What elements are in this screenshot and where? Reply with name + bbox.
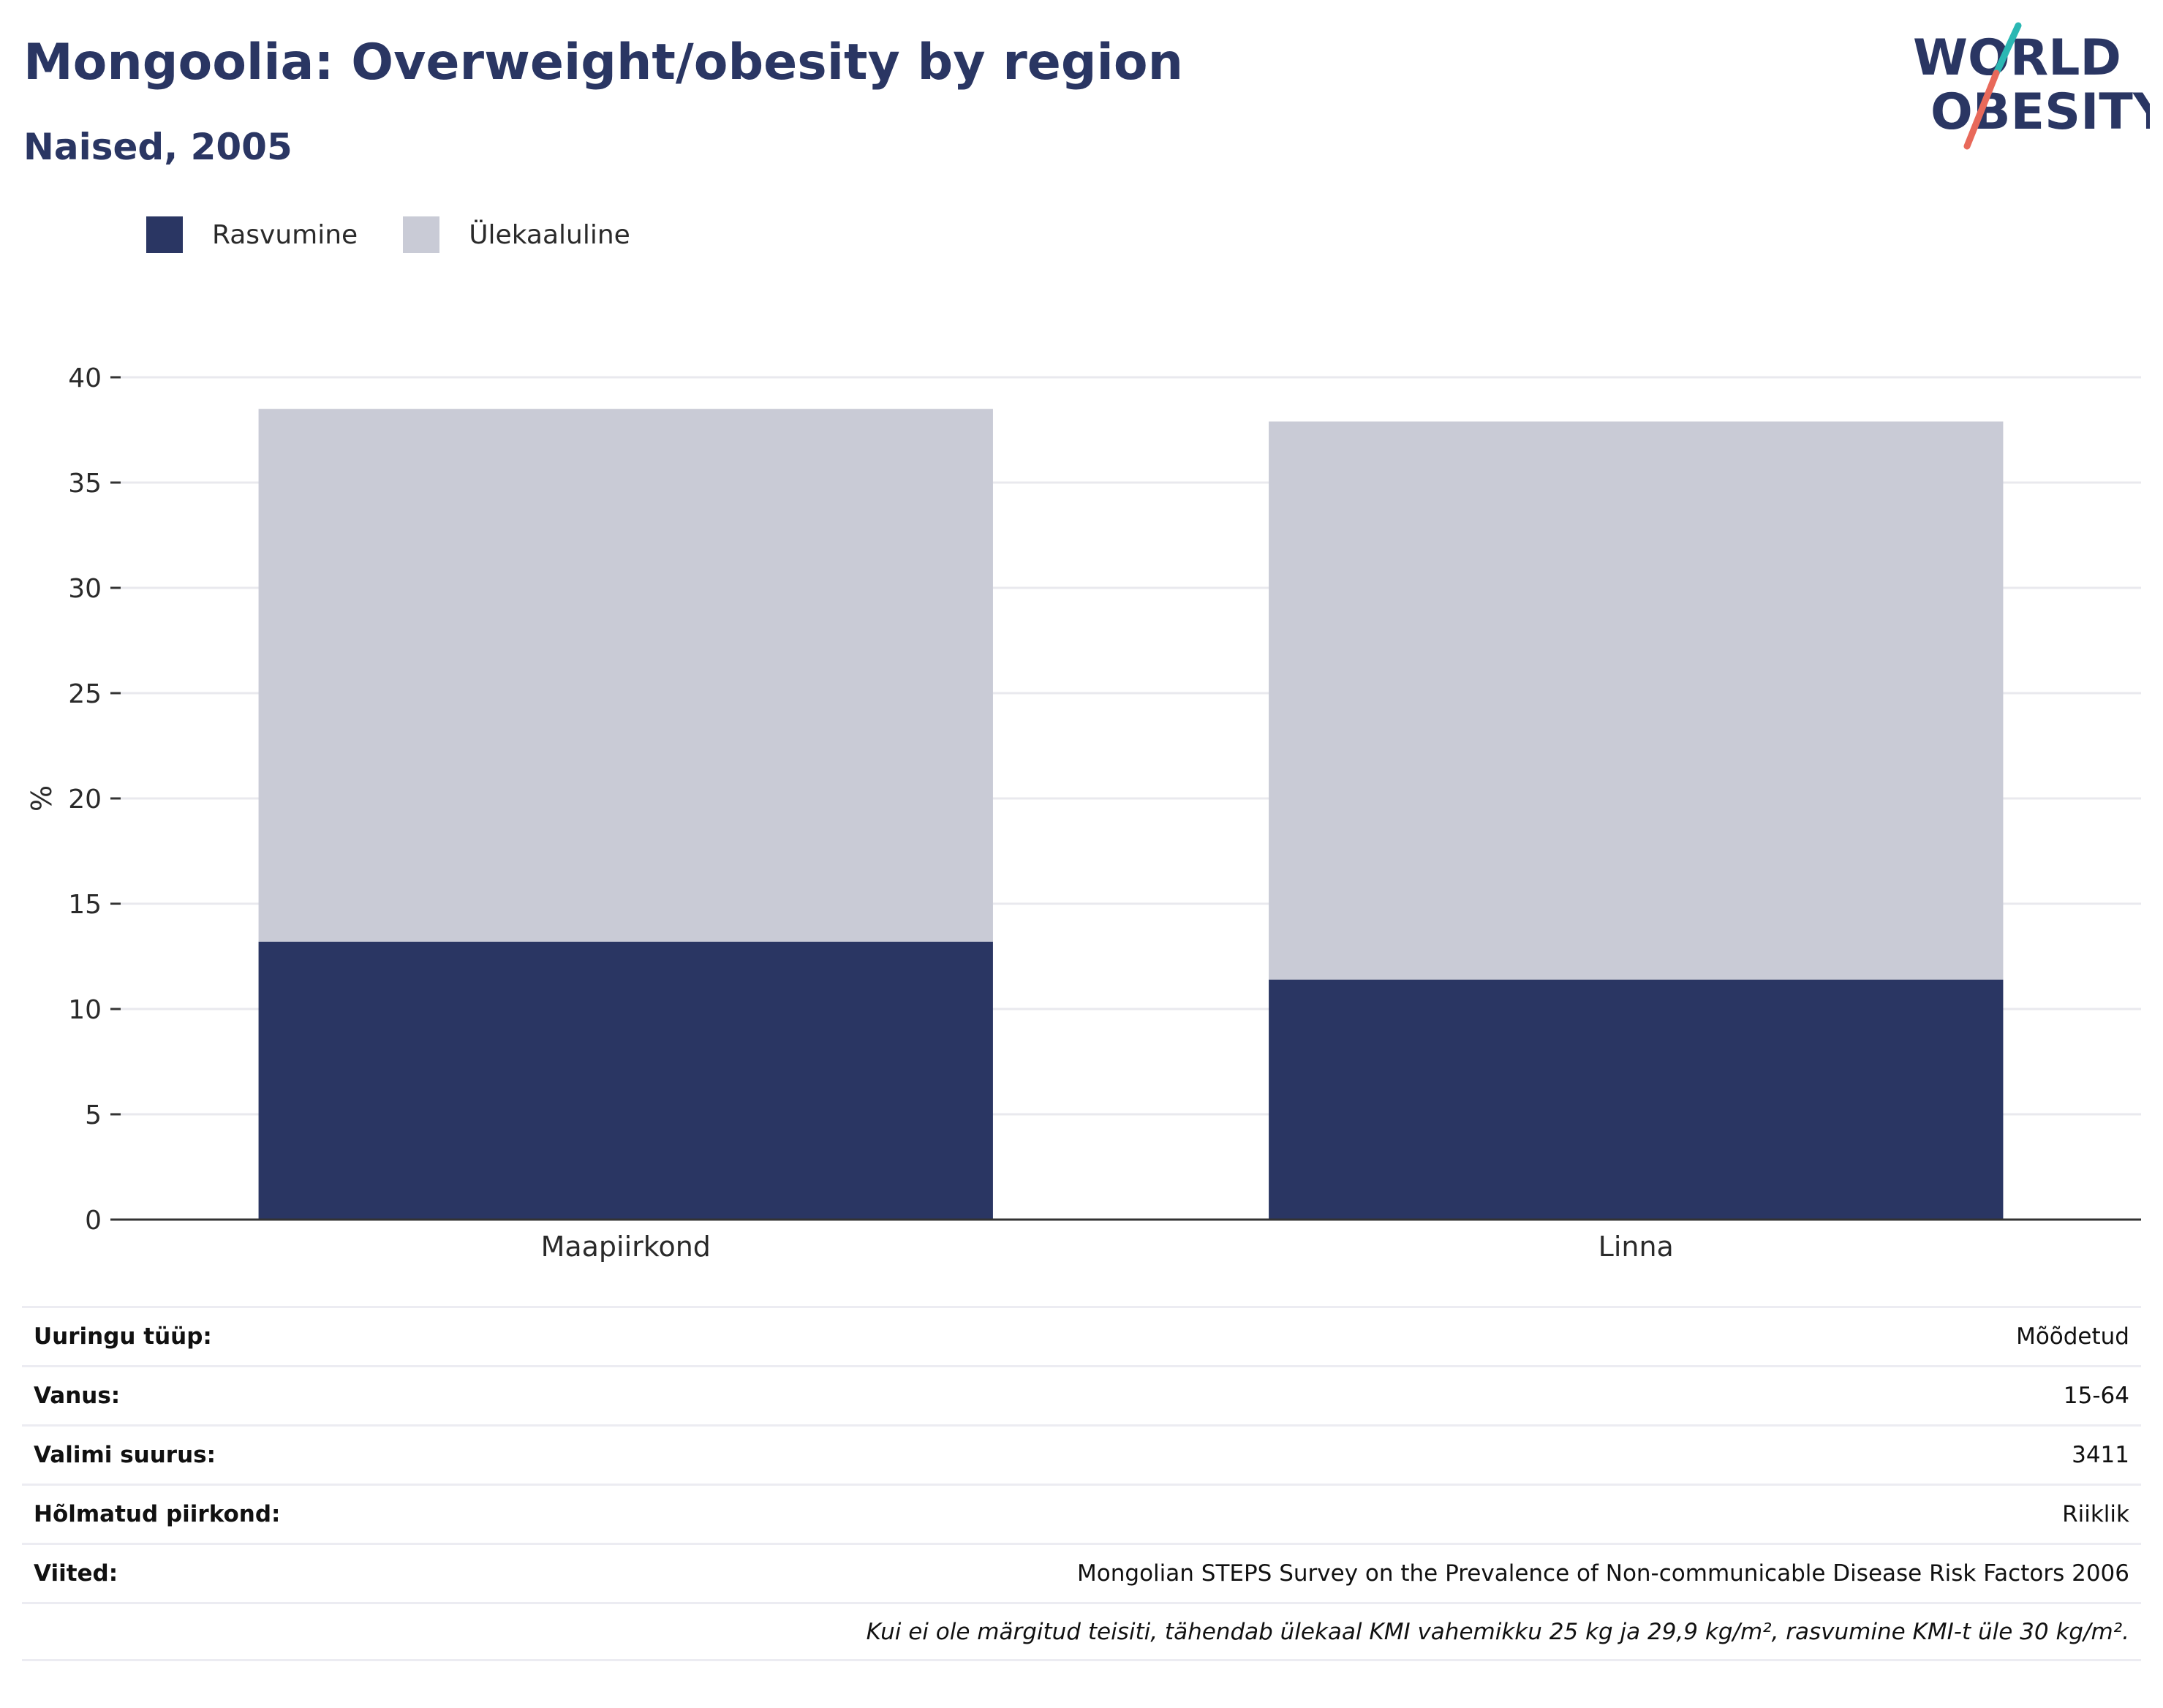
meta-value: Mongolian STEPS Survey on the Prevalence… bbox=[1077, 1560, 2129, 1587]
legend-item-overweight[interactable]: Ülekaaluline bbox=[403, 216, 630, 253]
legend-swatch-overweight bbox=[403, 216, 440, 253]
meta-value: Mõõdetud bbox=[2016, 1323, 2129, 1350]
y-tick-label: 0 bbox=[85, 1206, 102, 1236]
meta-note: Kui ei ole märgitud teisiti, tähendab ül… bbox=[866, 1618, 2129, 1645]
meta-value: 15-64 bbox=[2063, 1383, 2129, 1409]
bar-linna-overweight bbox=[1269, 421, 2004, 980]
y-tick-label: 15 bbox=[68, 890, 102, 920]
logo-word-world: WORLD bbox=[1913, 29, 2121, 87]
meta-value: 3411 bbox=[2072, 1442, 2129, 1468]
logo-word-obesity: OBESITY bbox=[1930, 83, 2150, 141]
metadata-table: Uuringu tüüp: Mõõdetud Vanus: 15-64 Vali… bbox=[22, 1306, 2141, 1661]
legend-item-obesity[interactable]: Rasvumine bbox=[146, 216, 358, 253]
world-obesity-logo: WORLD OBESITY bbox=[1913, 22, 2150, 150]
logo-slash-bottom bbox=[1963, 69, 2000, 150]
bar-chart: 0 5 10 15 20 25 30 35 40% Maapiirkond Linna bbox=[26, 363, 2141, 1263]
bar-maapiirkond-obesity bbox=[258, 941, 993, 1220]
meta-row-age: Vanus: 15-64 bbox=[22, 1365, 2141, 1424]
y-tick-label: 25 bbox=[68, 679, 102, 709]
bar-linna-obesity bbox=[1269, 979, 2004, 1220]
y-tick-label: 5 bbox=[85, 1100, 102, 1130]
meta-row-survey-type: Uuringu tüüp: Mõõdetud bbox=[22, 1306, 2141, 1365]
meta-value: Riiklik bbox=[2062, 1501, 2129, 1527]
y-tick-label: 35 bbox=[68, 469, 102, 499]
chart-title: Mongoolia: Overweight/obesity by region bbox=[23, 34, 1183, 91]
legend-label-obesity: Rasvumine bbox=[212, 219, 358, 250]
meta-row-sample-size: Valimi suurus: 3411 bbox=[22, 1424, 2141, 1484]
x-tick-label: Linna bbox=[1598, 1231, 1674, 1263]
meta-label: Viited: bbox=[34, 1560, 118, 1587]
x-tick-label: Maapiirkond bbox=[541, 1231, 711, 1263]
meta-label: Vanus: bbox=[34, 1383, 121, 1409]
meta-label: Valimi suurus: bbox=[34, 1442, 216, 1468]
legend-label-overweight: Ülekaaluline bbox=[469, 219, 630, 250]
legend-swatch-obesity bbox=[146, 216, 183, 253]
meta-label: Hõlmatud piirkond: bbox=[34, 1501, 281, 1527]
meta-row-references: Viited: Mongolian STEPS Survey on the Pr… bbox=[22, 1543, 2141, 1602]
meta-row-area-covered: Hõlmatud piirkond: Riiklik bbox=[22, 1484, 2141, 1543]
bar-maapiirkond-overweight bbox=[258, 409, 993, 942]
meta-row-note: Kui ei ole märgitud teisiti, tähendab ül… bbox=[22, 1602, 2141, 1661]
chart-subtitle: Naised, 2005 bbox=[23, 126, 292, 168]
meta-label: Uuringu tüüp: bbox=[34, 1323, 212, 1350]
y-tick-label: 30 bbox=[68, 574, 102, 604]
y-axis-label: % bbox=[26, 785, 58, 812]
y-tick-label: 10 bbox=[68, 995, 102, 1025]
chart-legend: Rasvumine Ülekaaluline bbox=[146, 216, 676, 253]
logo-slash-top bbox=[1993, 22, 2022, 77]
y-tick-label: 40 bbox=[68, 363, 102, 393]
y-tick-label: 20 bbox=[68, 785, 102, 815]
